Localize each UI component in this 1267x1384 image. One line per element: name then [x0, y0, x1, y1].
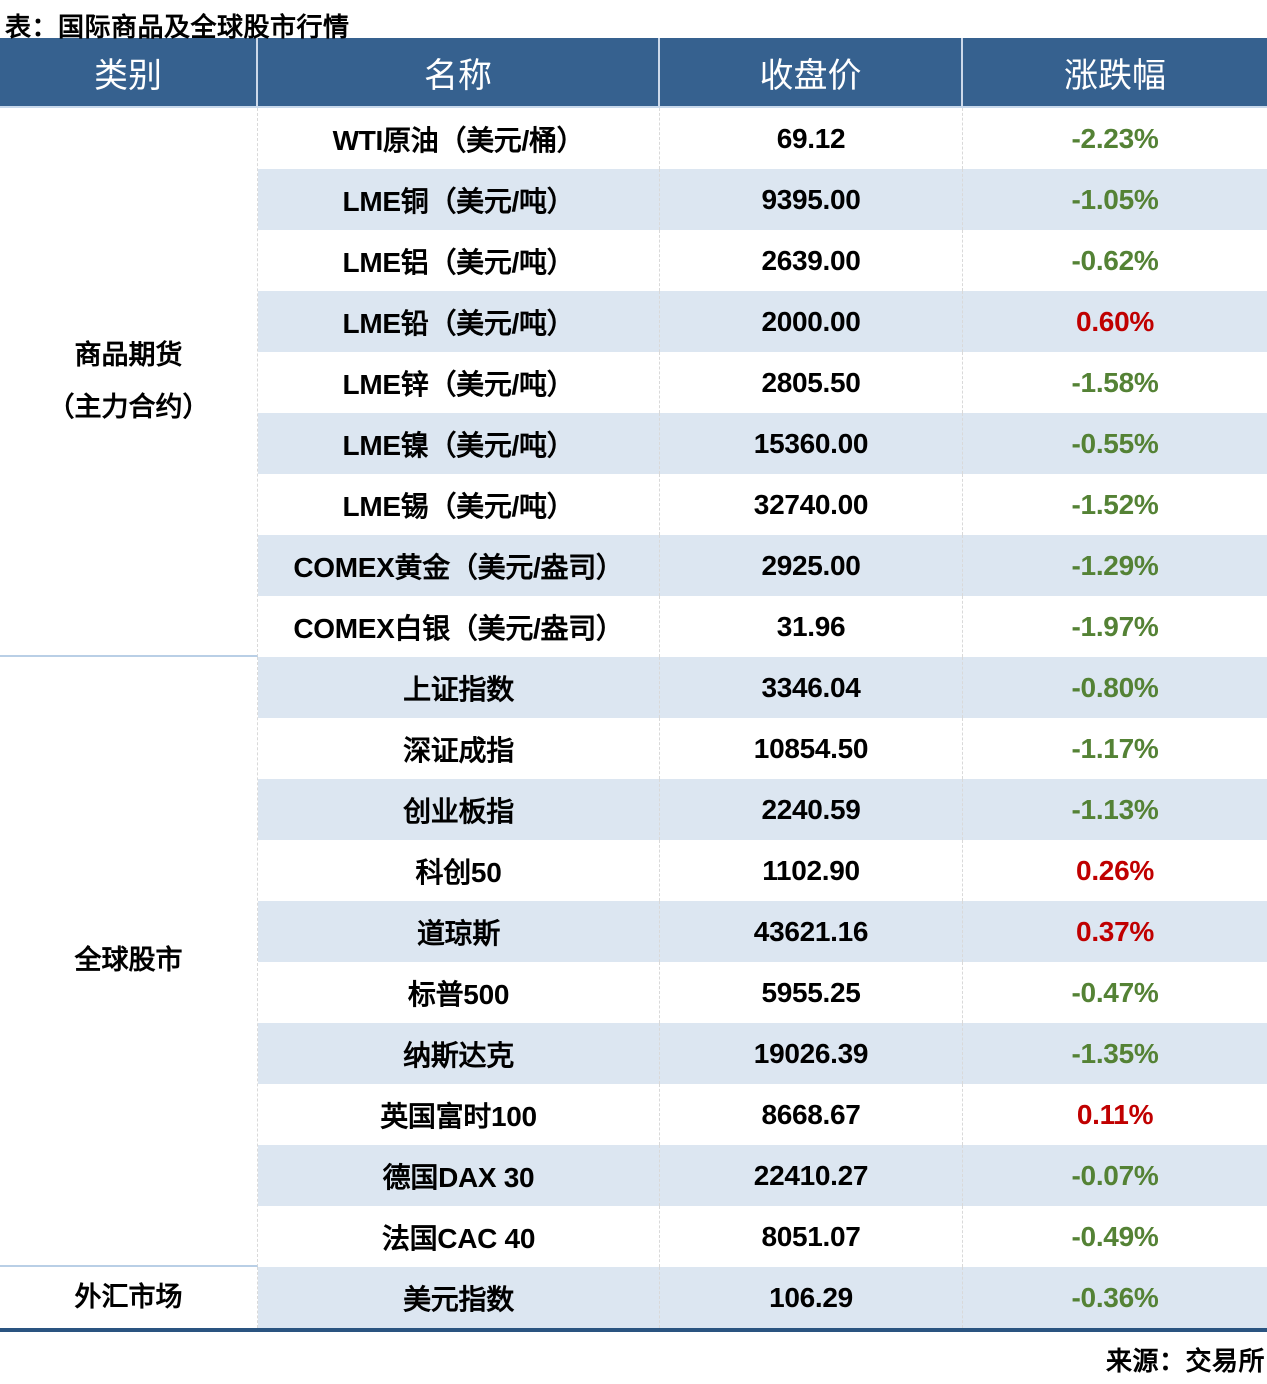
table-row: LME铜（美元/吨） 9395.00 -1.05% [258, 169, 1267, 230]
market-table: 类别 名称 收盘价 涨跌幅 商品期货 （主力合约） 全球股市 外汇市场 WTI原油（… [0, 38, 1267, 1332]
close-cell: 15360.00 [660, 413, 963, 474]
name-cell: 法国CAC 40 [258, 1206, 660, 1267]
name-cell: 科创50 [258, 840, 660, 901]
close-cell: 106.29 [660, 1267, 963, 1328]
name-cell: WTI原油（美元/桶） [258, 108, 660, 169]
close-cell: 2639.00 [660, 230, 963, 291]
change-cell: 0.37% [1076, 915, 1154, 947]
change-cell: 0.11% [1076, 1098, 1154, 1130]
header-name: 名称 [258, 38, 660, 106]
close-cell: 31.96 [660, 596, 963, 657]
table-row: COMEX白银（美元/盎司） 31.96 -1.97% [258, 596, 1267, 657]
table-header-row: 类别 名称 收盘价 涨跌幅 [0, 38, 1267, 108]
close-cell: 2240.59 [660, 779, 963, 840]
change-cell: -0.62% [1071, 244, 1159, 276]
name-cell: 深证成指 [258, 718, 660, 779]
close-cell: 10854.50 [660, 718, 963, 779]
table-row: LME铅（美元/吨） 2000.00 0.60% [258, 291, 1267, 352]
name-cell: COMEX黄金（美元/盎司） [258, 535, 660, 596]
table-body: 商品期货 （主力合约） 全球股市 外汇市场 WTI原油（美元/桶） 69.12 -2.2… [0, 108, 1267, 1328]
close-cell: 3346.04 [660, 657, 963, 718]
name-cell: 美元指数 [258, 1267, 660, 1328]
name-cell: COMEX白银（美元/盎司） [258, 596, 660, 657]
close-cell: 19026.39 [660, 1023, 963, 1084]
close-cell: 8051.07 [660, 1206, 963, 1267]
change-cell: -1.17% [1071, 732, 1159, 764]
category-cell: 商品期货 （主力合约） [0, 108, 258, 657]
name-cell: 标普500 [258, 962, 660, 1023]
change-cell: -1.52% [1071, 488, 1159, 520]
table-row: 道琼斯 43621.16 0.37% [258, 901, 1267, 962]
table-row: 美元指数 106.29 -0.36% [258, 1267, 1267, 1328]
table-row: LME锌（美元/吨） 2805.50 -1.58% [258, 352, 1267, 413]
table-row: LME铝（美元/吨） 2639.00 -0.62% [258, 230, 1267, 291]
header-change: 涨跌幅 [1064, 57, 1166, 95]
close-cell: 2000.00 [660, 291, 963, 352]
change-cell: -0.49% [1071, 1220, 1159, 1252]
change-cell: -1.58% [1071, 366, 1159, 398]
category-cell: 全球股市 [0, 657, 258, 1267]
change-cell: -1.97% [1071, 610, 1159, 642]
change-cell: -0.80% [1071, 671, 1159, 703]
table-row: 科创50 1102.90 0.26% [258, 840, 1267, 901]
change-cell: -0.36% [1071, 1281, 1159, 1313]
close-cell: 2925.00 [660, 535, 963, 596]
name-cell: 创业板指 [258, 779, 660, 840]
change-cell: -1.13% [1071, 793, 1159, 825]
name-cell: 上证指数 [258, 657, 660, 718]
table-row: WTI原油（美元/桶） 69.12 -2.23% [258, 108, 1267, 169]
change-cell: -1.05% [1071, 183, 1159, 215]
name-cell: LME锌（美元/吨） [258, 352, 660, 413]
close-cell: 8668.67 [660, 1084, 963, 1145]
change-cell: -1.29% [1071, 549, 1159, 581]
name-cell: LME镍（美元/吨） [258, 413, 660, 474]
table-row: LME锡（美元/吨） 32740.00 -1.52% [258, 474, 1267, 535]
table-row: 法国CAC 40 8051.07 -0.49% [258, 1206, 1267, 1267]
close-cell: 1102.90 [660, 840, 963, 901]
category-cell: 外汇市场 [0, 1267, 258, 1328]
change-cell: -2.23% [1071, 122, 1159, 154]
table-row: 上证指数 3346.04 -0.80% [258, 657, 1267, 718]
change-cell: 0.60% [1076, 305, 1154, 337]
name-cell: 纳斯达克 [258, 1023, 660, 1084]
header-category: 类别 [0, 38, 258, 106]
category-column: 商品期货 （主力合约） 全球股市 外汇市场 [0, 108, 258, 1328]
table-row: 德国DAX 30 22410.27 -0.07% [258, 1145, 1267, 1206]
close-cell: 43621.16 [660, 901, 963, 962]
close-cell: 9395.00 [660, 169, 963, 230]
change-cell: -1.35% [1071, 1037, 1159, 1069]
name-cell: 道琼斯 [258, 901, 660, 962]
change-cell: -0.47% [1071, 976, 1159, 1008]
close-cell: 5955.25 [660, 962, 963, 1023]
close-cell: 2805.50 [660, 352, 963, 413]
close-cell: 22410.27 [660, 1145, 963, 1206]
change-cell: -0.55% [1071, 427, 1159, 459]
table-title: 表：国际商品及全球股市行情 [5, 12, 350, 42]
name-cell: LME锡（美元/吨） [258, 474, 660, 535]
table-row: LME镍（美元/吨） 15360.00 -0.55% [258, 413, 1267, 474]
rows-column: WTI原油（美元/桶） 69.12 -2.23% LME铜（美元/吨） 9395.00 -… [258, 108, 1267, 1328]
table-row: 创业板指 2240.59 -1.13% [258, 779, 1267, 840]
source-label: 来源：交易所 [1105, 1346, 1265, 1376]
close-cell: 32740.00 [660, 474, 963, 535]
table-row: 深证成指 10854.50 -1.17% [258, 718, 1267, 779]
table-row: COMEX黄金（美元/盎司） 2925.00 -1.29% [258, 535, 1267, 596]
change-cell: 0.26% [1076, 854, 1154, 886]
close-cell: 69.12 [660, 108, 963, 169]
table-row: 英国富时100 8668.67 0.11% [258, 1084, 1267, 1145]
change-cell: -0.07% [1071, 1159, 1159, 1191]
name-cell: LME铝（美元/吨） [258, 230, 660, 291]
name-cell: 英国富时100 [258, 1084, 660, 1145]
table-row: 标普500 5955.25 -0.47% [258, 962, 1267, 1023]
table-row: 纳斯达克 19026.39 -1.35% [258, 1023, 1267, 1084]
header-close: 收盘价 [660, 38, 963, 106]
name-cell: 德国DAX 30 [258, 1145, 660, 1206]
name-cell: LME铜（美元/吨） [258, 169, 660, 230]
name-cell: LME铅（美元/吨） [258, 291, 660, 352]
